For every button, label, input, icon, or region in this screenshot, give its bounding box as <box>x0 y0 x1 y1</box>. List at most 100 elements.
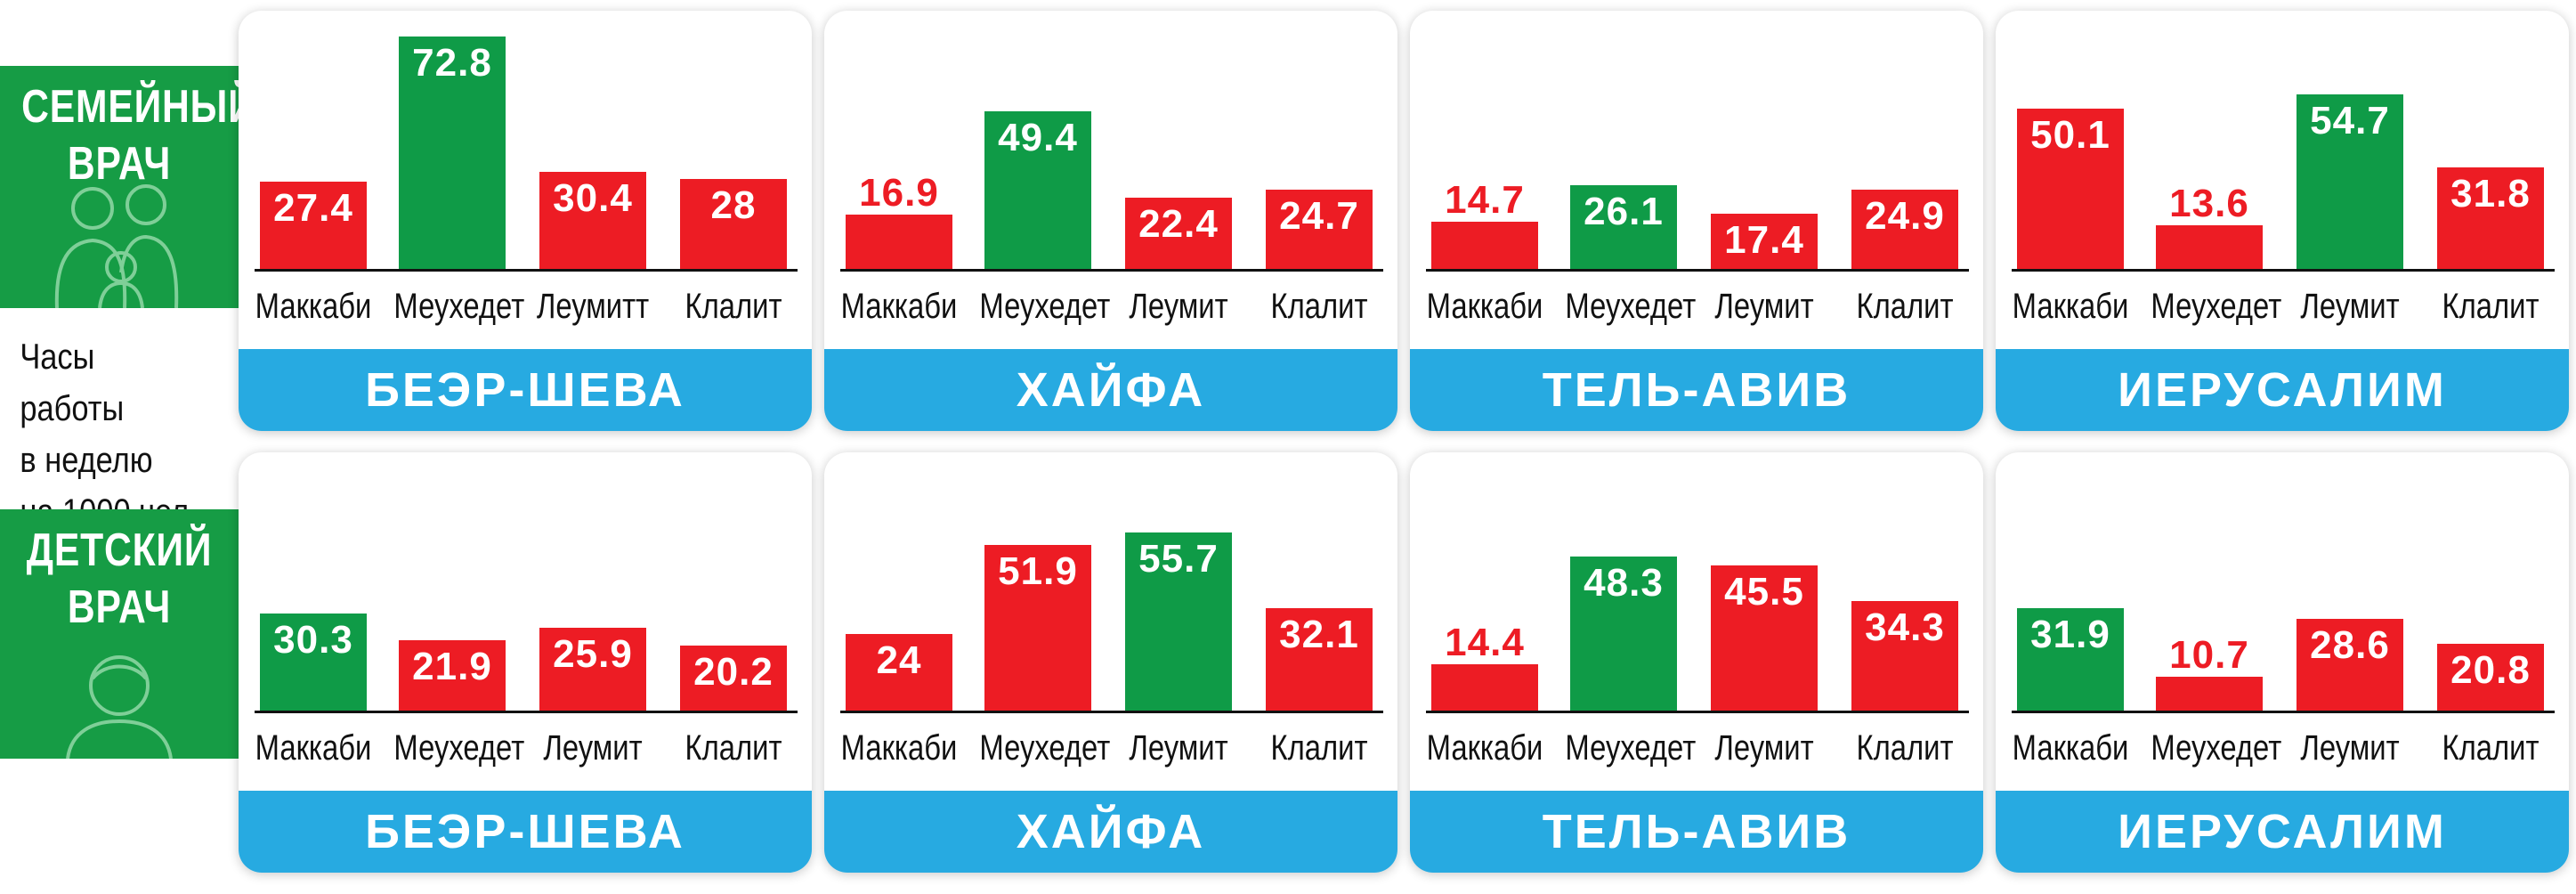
category-label: Маккаби <box>1426 287 1543 326</box>
data-label: 28 <box>710 183 757 227</box>
category-label: Леумит <box>543 728 643 768</box>
category-label: Маккаби <box>840 728 958 768</box>
category-label: Клалит <box>685 287 782 326</box>
chart-bar <box>2156 225 2263 269</box>
data-label: 50.1 <box>2030 113 2110 157</box>
chart-bar <box>680 646 787 711</box>
city-title: ХАЙФА <box>824 349 1397 431</box>
chart-baseline <box>1426 269 1969 272</box>
chart-bar <box>260 614 367 711</box>
chart-panel: 16.9 Маккаби 49.4 Меухедет 22.4 Леумит 24.7 Кла… <box>824 11 1397 431</box>
chart-bar <box>399 640 506 711</box>
data-label: 13.6 <box>2169 182 2249 225</box>
data-label: 72.8 <box>412 41 492 85</box>
chart-bar <box>1125 198 1232 269</box>
category-label: Маккаби <box>2012 728 2129 768</box>
chart-baseline <box>255 711 798 713</box>
category-label: Меухедет <box>1565 728 1697 768</box>
category-label: Клалит <box>1856 728 1954 768</box>
data-label: 34.3 <box>1865 605 1945 649</box>
city-title: БЕЭР-ШЕВА <box>239 791 812 873</box>
data-label: 24.7 <box>1279 194 1359 238</box>
chart-bar <box>1266 190 1373 269</box>
category-label: Маккаби <box>840 287 958 326</box>
category-label: Меухедет <box>393 287 525 326</box>
category-label: Маккаби <box>1426 728 1543 768</box>
category-label: Леумит <box>1129 728 1228 768</box>
data-label: 14.4 <box>1445 621 1525 664</box>
category-label: Клалит <box>1856 287 1954 326</box>
category-label: Маккаби <box>2012 287 2129 326</box>
chart-bar <box>984 111 1091 269</box>
chart-panel: 24 Маккаби 51.9 Меухедет 55.7 Леумит 32.1 Клали… <box>824 452 1397 873</box>
chart-panel: 14.7 Маккаби 26.1 Меухедет 17.4 Леумит 24.9 Кла… <box>1410 11 1983 431</box>
category-label: Меухедет <box>979 728 1111 768</box>
category-label: Леумит <box>1129 287 1228 326</box>
chart-panel: 31.9 Маккаби 10.7 Меухедет 28.6 Леумит 20.8 Кла… <box>1996 452 2569 873</box>
chart-bar <box>1711 214 1818 269</box>
family-icon <box>54 184 179 308</box>
category-label: Леумит <box>1714 287 1814 326</box>
category-label: Леумитт <box>536 287 650 326</box>
category-label: Меухедет <box>2151 287 2282 326</box>
category-label: Клалит <box>2442 728 2540 768</box>
chart-bar <box>2017 608 2124 711</box>
data-label: 26.1 <box>1584 190 1664 233</box>
category-label: Маккаби <box>255 728 372 768</box>
data-label: 31.8 <box>2450 172 2531 215</box>
family-doctor-title: СЕМЕЙНЫЙ ВРАЧ <box>21 81 239 190</box>
category-label: Леумит <box>2300 287 2400 326</box>
chart-baseline <box>255 269 798 272</box>
chart-bar <box>1125 532 1232 711</box>
data-label: 27.4 <box>273 186 353 230</box>
category-label: Клалит <box>1270 728 1368 768</box>
city-title: ХАЙФА <box>824 791 1397 873</box>
chart-bar <box>2297 94 2403 269</box>
category-label: Клалит <box>1270 287 1368 326</box>
data-label: 45.5 <box>1724 570 1804 614</box>
chart-panel: 50.1 Маккаби 13.6 Меухедет 54.7 Леумит 31.8 Кла… <box>1996 11 2569 431</box>
category-label: Меухедет <box>1565 287 1697 326</box>
category-label: Меухедет <box>393 728 525 768</box>
child-doctor-label-box: ДЕТСКИЙ ВРАЧ <box>0 509 239 759</box>
child-doctor-title: ДЕТСКИЙ ВРАЧ <box>26 524 213 633</box>
chart-bar <box>846 215 952 269</box>
chart-bar <box>1711 565 1818 711</box>
category-label: Леумит <box>2300 728 2400 768</box>
chart-bar <box>2437 644 2544 711</box>
city-title: БЕЭР-ШЕВА <box>239 349 812 431</box>
chart-panel: 14.4 Маккаби 48.3 Меухедет 45.5 Леумит 34.3 Кла… <box>1410 452 1983 873</box>
chart-bar <box>1851 190 1958 269</box>
category-label: Клалит <box>2442 287 2540 326</box>
chart-bar <box>1570 557 1677 711</box>
chart-baseline <box>840 269 1383 272</box>
chart-bar <box>1431 222 1538 269</box>
chart-bar <box>2297 619 2403 711</box>
chart-bar <box>539 172 646 269</box>
category-label: Маккаби <box>255 287 372 326</box>
chart-bar <box>680 179 787 269</box>
chart-bar <box>1851 601 1958 711</box>
data-label: 21.9 <box>412 645 492 688</box>
data-label: 22.4 <box>1138 202 1219 246</box>
data-label: 24 <box>876 638 922 682</box>
chart-bar <box>399 37 506 269</box>
data-label: 49.4 <box>998 116 1078 159</box>
data-label: 55.7 <box>1138 537 1219 581</box>
data-label: 30.4 <box>553 176 633 220</box>
chart-baseline <box>2012 269 2555 272</box>
data-label: 10.7 <box>2169 633 2249 677</box>
city-title: ТЕЛЬ-АВИВ <box>1410 349 1983 431</box>
chart-bar <box>2017 109 2124 269</box>
chart-bar <box>1570 185 1677 269</box>
data-label: 32.1 <box>1279 613 1359 656</box>
data-label: 28.6 <box>2310 623 2390 667</box>
data-label: 31.9 <box>2030 613 2110 656</box>
city-title: ИЕРУСАЛИМ <box>1996 349 2569 431</box>
category-label: Леумит <box>1714 728 1814 768</box>
category-label: Клалит <box>685 728 782 768</box>
city-title: ТЕЛЬ-АВИВ <box>1410 791 1983 873</box>
data-label: 48.3 <box>1584 561 1664 605</box>
data-label: 14.7 <box>1445 178 1525 222</box>
data-label: 54.7 <box>2310 99 2390 142</box>
